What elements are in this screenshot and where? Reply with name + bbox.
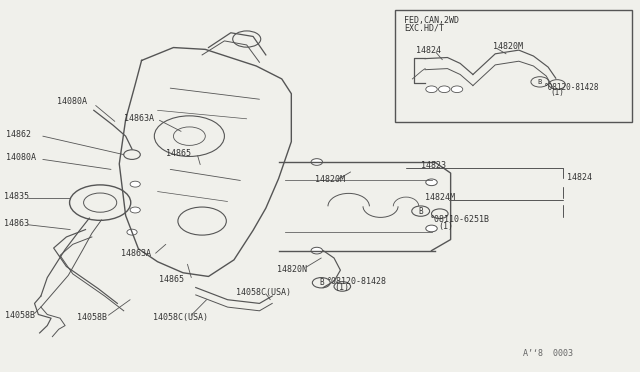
Circle shape <box>311 159 323 165</box>
Text: °08120-81428: °08120-81428 <box>544 83 600 92</box>
Text: 14080A: 14080A <box>6 153 36 162</box>
Text: B: B <box>319 278 324 287</box>
Circle shape <box>451 86 463 93</box>
Text: 14862: 14862 <box>6 130 31 139</box>
Text: 14058C(USA): 14058C(USA) <box>153 312 208 321</box>
Text: 14824: 14824 <box>415 46 440 55</box>
Text: 14865: 14865 <box>159 275 184 283</box>
Circle shape <box>426 86 437 93</box>
FancyBboxPatch shape <box>395 10 632 122</box>
Circle shape <box>130 207 140 213</box>
Text: 14820N: 14820N <box>276 264 307 273</box>
Text: 14058B: 14058B <box>77 312 107 321</box>
Text: 14863A: 14863A <box>121 249 151 258</box>
Text: (1): (1) <box>550 89 564 97</box>
Text: FED,CAN,2WD: FED,CAN,2WD <box>404 16 459 25</box>
Text: 14820M: 14820M <box>315 175 345 184</box>
Text: °08120-81428: °08120-81428 <box>326 277 387 286</box>
Text: 14824: 14824 <box>567 173 592 182</box>
Circle shape <box>438 86 450 93</box>
Text: 14058C(USA): 14058C(USA) <box>236 288 291 297</box>
Text: 14820M: 14820M <box>493 42 524 51</box>
Circle shape <box>311 247 323 254</box>
Circle shape <box>127 229 137 235</box>
Text: 14835: 14835 <box>4 192 29 201</box>
Text: 14863: 14863 <box>4 219 29 228</box>
Text: (1): (1) <box>334 283 349 292</box>
Text: 14824M: 14824M <box>425 193 455 202</box>
Text: °08110-6251B: °08110-6251B <box>429 215 490 224</box>
Circle shape <box>426 225 437 232</box>
Text: EXC.HD/T: EXC.HD/T <box>404 23 444 32</box>
Text: 14080A: 14080A <box>58 97 88 106</box>
Text: 14863A: 14863A <box>124 114 154 123</box>
Text: 14865: 14865 <box>166 149 191 158</box>
Text: B: B <box>538 79 542 85</box>
Text: (1): (1) <box>438 222 453 231</box>
Text: 14058B: 14058B <box>4 311 35 320</box>
Circle shape <box>426 179 437 186</box>
Text: A’‘8  0003: A’‘8 0003 <box>523 350 573 359</box>
Circle shape <box>130 181 140 187</box>
Text: B: B <box>419 206 423 216</box>
Text: 14823: 14823 <box>420 161 445 170</box>
